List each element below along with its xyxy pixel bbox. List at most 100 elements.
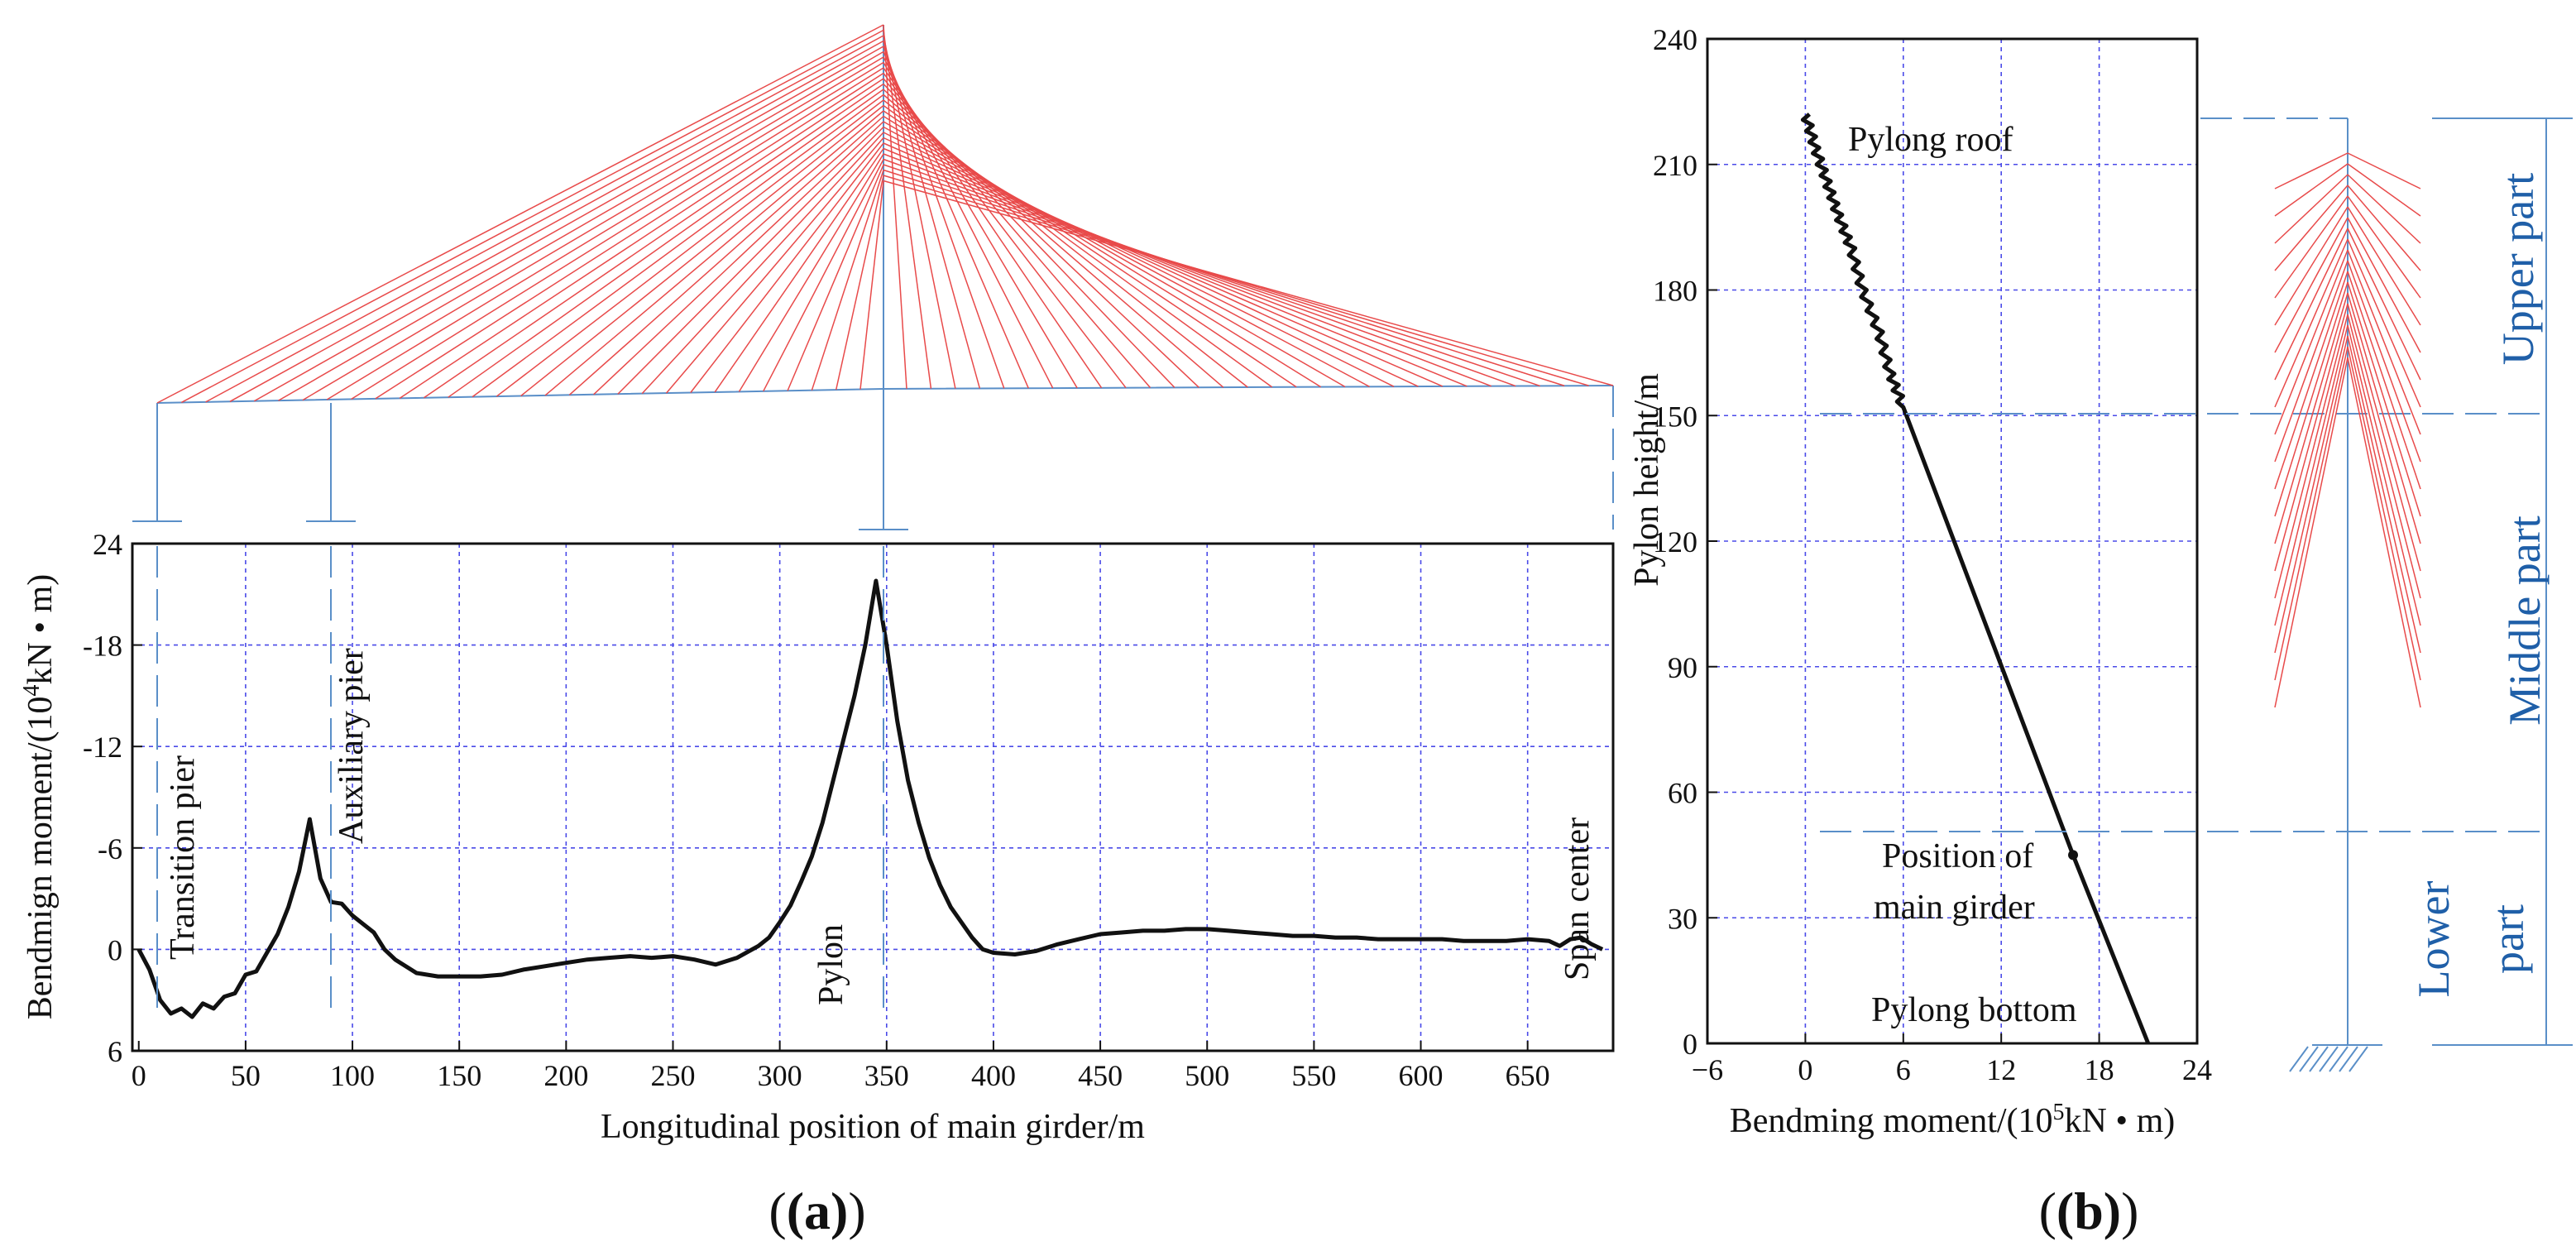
pylon-cable bbox=[2347, 238, 2421, 408]
pylon-cable bbox=[2347, 260, 2421, 463]
stay-cable bbox=[883, 164, 1540, 387]
chart-b-xtick-label: 24 bbox=[2182, 1053, 2212, 1086]
stay-cable bbox=[423, 83, 884, 399]
zone-lower-label: Lower bbox=[2409, 881, 2459, 998]
chart-a-xtick-label: 200 bbox=[543, 1059, 588, 1092]
pylon-cable bbox=[2274, 185, 2349, 271]
chart-b-ytick-label: 180 bbox=[1653, 275, 1697, 308]
stay-cable bbox=[520, 104, 884, 397]
pylon-schematic: Upper part Middle part Lower part bbox=[1820, 117, 2573, 1072]
stay-cable bbox=[883, 51, 1029, 389]
stay-cable bbox=[399, 78, 884, 399]
chart-a-series-line bbox=[136, 578, 1604, 1019]
chart-b-xtick-label: 18 bbox=[2085, 1053, 2114, 1086]
pylon-cable bbox=[2274, 281, 2349, 517]
pylon-cable bbox=[2347, 271, 2421, 490]
chart-b-ytick-label: 240 bbox=[1653, 23, 1697, 56]
ground-hatch bbox=[2319, 1046, 2339, 1072]
pylon-cable bbox=[2347, 346, 2421, 681]
stay-cable bbox=[883, 30, 932, 389]
stay-cable bbox=[883, 110, 1297, 388]
stay-cable bbox=[472, 93, 884, 398]
stay-cable bbox=[883, 175, 1589, 386]
stay-cable bbox=[690, 142, 884, 393]
pylon-cable bbox=[2347, 228, 2421, 381]
chart-b-frame bbox=[1706, 37, 2199, 1045]
pylon-cable bbox=[2274, 195, 2349, 299]
stay-cable bbox=[883, 115, 1322, 388]
stay-cable bbox=[253, 46, 884, 402]
stay-cable bbox=[883, 121, 1346, 388]
stay-cable bbox=[883, 158, 1516, 387]
stay-cable bbox=[883, 147, 1468, 387]
pylon-cable bbox=[2274, 217, 2349, 353]
ground-hatch bbox=[2329, 1046, 2349, 1072]
annotation-auxiliary-pier: Auxiliary pier bbox=[333, 648, 371, 844]
chart-b-ylabel: Pylon height/m bbox=[1628, 373, 1666, 587]
chart-b-ytick-label: 0 bbox=[1683, 1028, 1697, 1061]
stay-cable bbox=[883, 180, 1614, 386]
chart-a-ytick-label: -18 bbox=[83, 630, 122, 663]
annotation-pylong-roof: Pylong roof bbox=[1848, 121, 2013, 159]
ground-hatch bbox=[2289, 1046, 2309, 1072]
stay-cable bbox=[229, 40, 884, 402]
chart-a-xtick-label: 150 bbox=[437, 1059, 481, 1092]
stay-cable bbox=[883, 41, 981, 389]
stay-cable bbox=[617, 126, 884, 395]
stay-cable bbox=[641, 132, 884, 395]
pylon-cable bbox=[2274, 163, 2349, 217]
chart-b-xtick-label: 6 bbox=[1896, 1053, 1911, 1086]
pylon-cable bbox=[2274, 324, 2349, 626]
chart-a-frame bbox=[131, 542, 1615, 1052]
pylon-cable bbox=[2274, 174, 2349, 244]
panel-label-b: ((b)) bbox=[2039, 1182, 2139, 1240]
stay-cable bbox=[714, 148, 884, 393]
pylon-cable bbox=[2274, 335, 2349, 654]
annotation-transition-pier: Transition pier bbox=[164, 755, 202, 960]
pylon-cable bbox=[2274, 206, 2349, 326]
stay-cable bbox=[883, 169, 1565, 386]
annotation-main-girder: main girder bbox=[1874, 889, 2035, 927]
chart-a-ylabel: Bendmign moment/(104kN • m) bbox=[19, 574, 60, 1020]
chart-a-ytick-label: 6 bbox=[108, 1035, 122, 1068]
stay-cable bbox=[883, 99, 1248, 388]
pylon-cable bbox=[2274, 271, 2349, 490]
stay-cable bbox=[859, 180, 884, 390]
chart-b-ytick-label: 90 bbox=[1668, 651, 1697, 684]
chart-a-xlabel: Longitudinal position of main girder/m bbox=[601, 1108, 1145, 1146]
pylon-cable bbox=[2347, 357, 2421, 708]
stay-cable bbox=[883, 93, 1224, 388]
zone-middle-label: Middle part bbox=[2500, 515, 2550, 725]
chart-a-ytick-label: 0 bbox=[108, 933, 122, 966]
chart-a: 0 50 100 150 200 250 300 350 400 450 500 550 600 650 2… bbox=[19, 528, 1615, 1240]
stay-cable bbox=[278, 50, 884, 401]
pylon-cable bbox=[2347, 163, 2421, 217]
deck-line bbox=[156, 385, 1614, 404]
ground-hatch bbox=[2349, 1046, 2368, 1072]
chart-b-ytick-label: 120 bbox=[1653, 525, 1697, 558]
stay-cable bbox=[738, 153, 884, 392]
stay-cable bbox=[835, 175, 884, 391]
chart-a-xtick-label: 400 bbox=[971, 1059, 1016, 1092]
pylon-cable bbox=[2347, 303, 2421, 572]
pylon-cable bbox=[2274, 303, 2349, 572]
chart-a-xtick-label: 300 bbox=[758, 1059, 802, 1092]
chart-b-ytick-label: 60 bbox=[1668, 777, 1697, 810]
annotation-span-center: Span center bbox=[1559, 817, 1597, 980]
pylon-cable bbox=[2274, 238, 2349, 408]
cable-stayed-bridge-elevation bbox=[132, 24, 1614, 530]
chart-a-xtick-label: 450 bbox=[1078, 1059, 1123, 1092]
stay-cable bbox=[302, 56, 884, 401]
stay-cable bbox=[180, 29, 884, 404]
chart-a-ytick-label: -6 bbox=[98, 832, 122, 865]
ground-hatch bbox=[2309, 1046, 2329, 1072]
stay-cable bbox=[593, 121, 884, 395]
pylon-cable bbox=[2347, 195, 2421, 299]
chart-a-xtick-label: 600 bbox=[1399, 1059, 1444, 1092]
chart-a-xtick-label: 500 bbox=[1185, 1059, 1229, 1092]
pylon-cable bbox=[2347, 152, 2421, 189]
main-girder-point bbox=[2068, 850, 2079, 861]
chart-a-xtick-label: 550 bbox=[1291, 1059, 1336, 1092]
chart-a-ytick-label: 24 bbox=[93, 528, 122, 561]
